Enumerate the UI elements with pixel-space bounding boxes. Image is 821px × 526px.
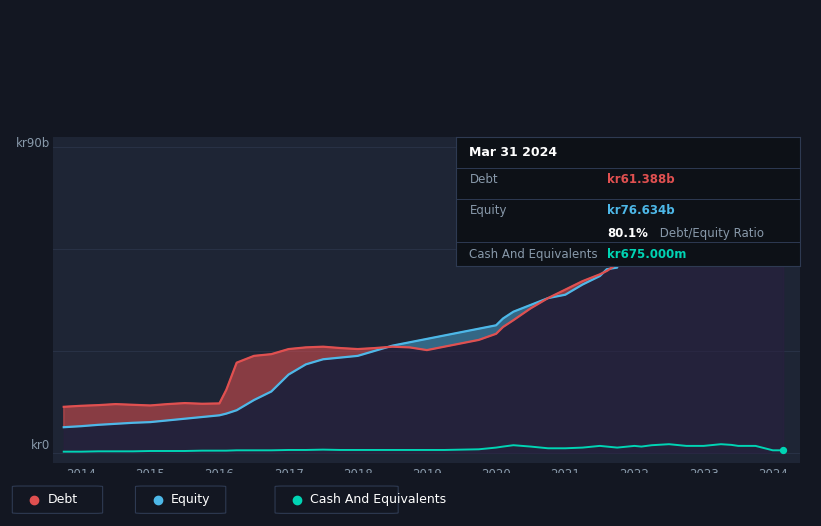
Text: kr76.634b: kr76.634b <box>608 204 675 217</box>
FancyBboxPatch shape <box>275 486 398 513</box>
Point <box>777 188 790 197</box>
Point <box>777 446 790 454</box>
Text: Equity: Equity <box>171 493 210 506</box>
Text: Mar 31 2024: Mar 31 2024 <box>470 146 557 159</box>
Text: Debt: Debt <box>470 173 498 186</box>
Text: Equity: Equity <box>470 204 507 217</box>
Point <box>777 240 790 248</box>
Text: kr675.000m: kr675.000m <box>608 248 686 260</box>
Text: kr0: kr0 <box>30 439 49 452</box>
Text: kr90b: kr90b <box>16 137 49 150</box>
Text: Debt/Equity Ratio: Debt/Equity Ratio <box>656 227 764 240</box>
Text: kr61.388b: kr61.388b <box>608 173 675 186</box>
Text: Cash And Equivalents: Cash And Equivalents <box>310 493 447 506</box>
Text: Debt: Debt <box>48 493 78 506</box>
Text: Cash And Equivalents: Cash And Equivalents <box>470 248 598 260</box>
FancyBboxPatch shape <box>135 486 226 513</box>
Text: 80.1%: 80.1% <box>608 227 649 240</box>
FancyBboxPatch shape <box>12 486 103 513</box>
